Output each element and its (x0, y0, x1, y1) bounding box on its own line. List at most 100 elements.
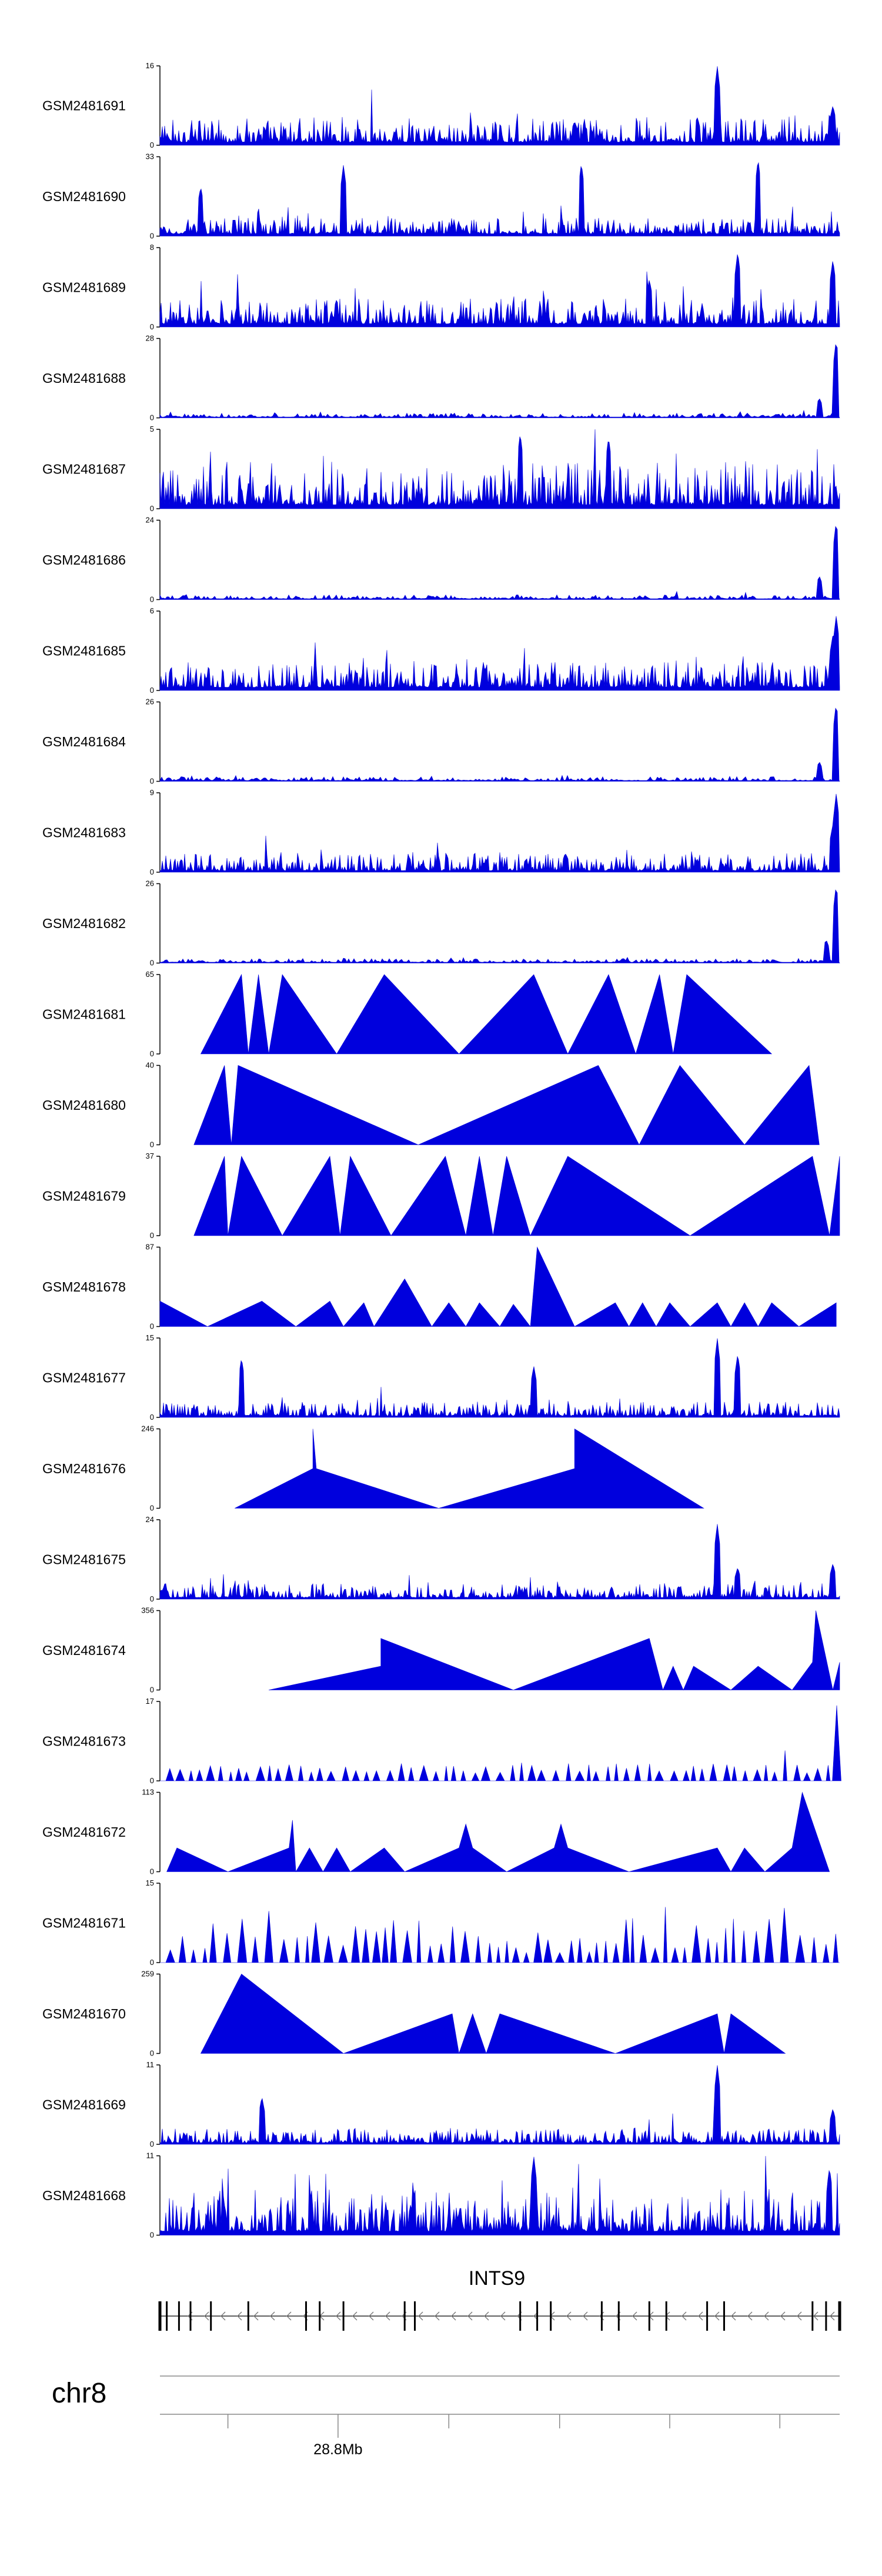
y-max-label: 16 (146, 61, 154, 70)
track-GSM2481682: GSM2481682 26 0 (42, 879, 840, 967)
track-GSM2481675: GSM2481675 24 0 (42, 1515, 840, 1603)
track-label: GSM2481690 (42, 189, 126, 204)
gene-track: INTS9 (158, 2267, 841, 2331)
track-GSM2481669: GSM2481669 11 0 (42, 2060, 840, 2148)
strand-arrow (352, 2311, 358, 2321)
y-max-label: 40 (146, 1061, 154, 1070)
track-label: GSM2481676 (42, 1461, 126, 1476)
strand-arrow (418, 2311, 423, 2321)
y-min-label: 0 (150, 2231, 154, 2240)
gene-exon (166, 2301, 168, 2331)
strand-arrow (220, 2311, 226, 2321)
y-max-label: 8 (150, 243, 154, 252)
y-min-label: 0 (150, 1776, 154, 1785)
signal-GSM2481680 (193, 1065, 820, 1146)
strand-arrow (797, 2311, 802, 2321)
track-GSM2481687: GSM2481687 5 0 (42, 425, 840, 513)
signal-GSM2481691 (159, 66, 840, 146)
y-min-label: 0 (150, 1504, 154, 1513)
track-GSM2481683: GSM2481683 9 0 (42, 788, 840, 876)
track-label: GSM2481683 (42, 825, 126, 840)
strand-arrow (780, 2311, 786, 2321)
y-min-label: 0 (150, 1958, 154, 1967)
gene-exon (825, 2301, 827, 2331)
track-GSM2481688: GSM2481688 28 0 (42, 334, 840, 422)
y-max-label: 24 (146, 516, 154, 525)
track-GSM2481677: GSM2481677 15 0 (42, 1333, 840, 1422)
y-max-label: 15 (146, 1333, 154, 1342)
y-min-label: 0 (150, 1594, 154, 1603)
track-GSM2481670: GSM2481670 259 0 (42, 1970, 786, 2058)
signal-GSM2481670 (200, 1974, 786, 2054)
y-min-label: 0 (150, 2140, 154, 2148)
y-max-label: 113 (142, 1788, 154, 1797)
track-GSM2481668: GSM2481668 11 0 (42, 2151, 840, 2240)
track-label: GSM2481681 (42, 1007, 126, 1022)
gene-exon (665, 2301, 667, 2331)
strand-arrow (369, 2311, 374, 2321)
gene-exon (403, 2301, 406, 2331)
gene-exon (536, 2301, 539, 2331)
strand-arrow (204, 2311, 209, 2321)
track-label: GSM2481686 (42, 552, 126, 568)
strand-arrow (385, 2311, 390, 2321)
gene-exon (178, 2301, 180, 2331)
strand-arrow (583, 2311, 588, 2321)
track-label: GSM2481673 (42, 1734, 126, 1749)
gene-exon (305, 2301, 307, 2331)
y-min-label: 0 (150, 232, 154, 241)
y-min-label: 0 (150, 2049, 154, 2058)
track-GSM2481690: GSM2481690 33 0 (42, 152, 840, 241)
track-label: GSM2481678 (42, 1279, 126, 1294)
y-max-label: 11 (146, 2151, 155, 2160)
signal-GSM2481676 (235, 1428, 704, 1509)
y-max-label: 11 (146, 2060, 155, 2069)
track-label: GSM2481668 (42, 2188, 126, 2203)
strand-arrow (435, 2311, 440, 2321)
strand-arrow (484, 2311, 489, 2321)
gene-exon (210, 2301, 212, 2331)
signal-GSM2481681 (200, 973, 773, 1055)
y-min-label: 0 (150, 1322, 154, 1331)
strand-arrow (830, 2311, 835, 2321)
track-GSM2481686: GSM2481686 24 0 (42, 516, 840, 604)
chromosome-axis: chr8 28.8Mb (52, 2375, 840, 2458)
y-min-label: 0 (150, 504, 154, 513)
strand-arrow (286, 2311, 292, 2321)
gene-exon (617, 2301, 620, 2331)
y-max-label: 33 (146, 152, 154, 161)
signal-GSM2481673 (160, 1705, 841, 1781)
track-label: GSM2481669 (42, 2097, 126, 2113)
track-label: GSM2481675 (42, 1552, 126, 1567)
signal-GSM2481686 (159, 526, 840, 600)
y-max-label: 24 (146, 1515, 154, 1524)
track-label: GSM2481687 (42, 462, 126, 477)
y-min-label: 0 (150, 1231, 154, 1240)
gene-exon (319, 2301, 321, 2331)
signal-GSM2481679 (193, 1156, 840, 1236)
strand-arrow (566, 2311, 572, 2321)
strand-arrow (237, 2311, 242, 2321)
y-max-label: 246 (141, 1424, 154, 1433)
y-min-label: 0 (150, 1686, 154, 1694)
track-label: GSM2481685 (42, 643, 126, 659)
y-min-label: 0 (150, 413, 154, 422)
signal-GSM2481668 (159, 2155, 840, 2235)
strand-arrow (813, 2311, 818, 2321)
y-min-label: 0 (150, 1413, 154, 1422)
strand-arrow (500, 2311, 506, 2321)
track-label: GSM2481682 (42, 916, 126, 931)
axis-tick-label: 28.8Mb (313, 2441, 362, 2458)
gene-exon (519, 2301, 522, 2331)
strand-arrow (681, 2311, 687, 2321)
gene-exon (838, 2301, 841, 2331)
y-max-label: 5 (150, 425, 154, 433)
strand-arrow (731, 2311, 736, 2321)
y-max-label: 37 (146, 1152, 154, 1160)
track-GSM2481676: GSM2481676 246 0 (42, 1424, 704, 1513)
track-label: GSM2481689 (42, 280, 126, 295)
y-min-label: 0 (150, 322, 154, 331)
y-max-label: 9 (150, 788, 154, 797)
y-max-label: 65 (146, 970, 154, 979)
gene-exon (648, 2301, 650, 2331)
